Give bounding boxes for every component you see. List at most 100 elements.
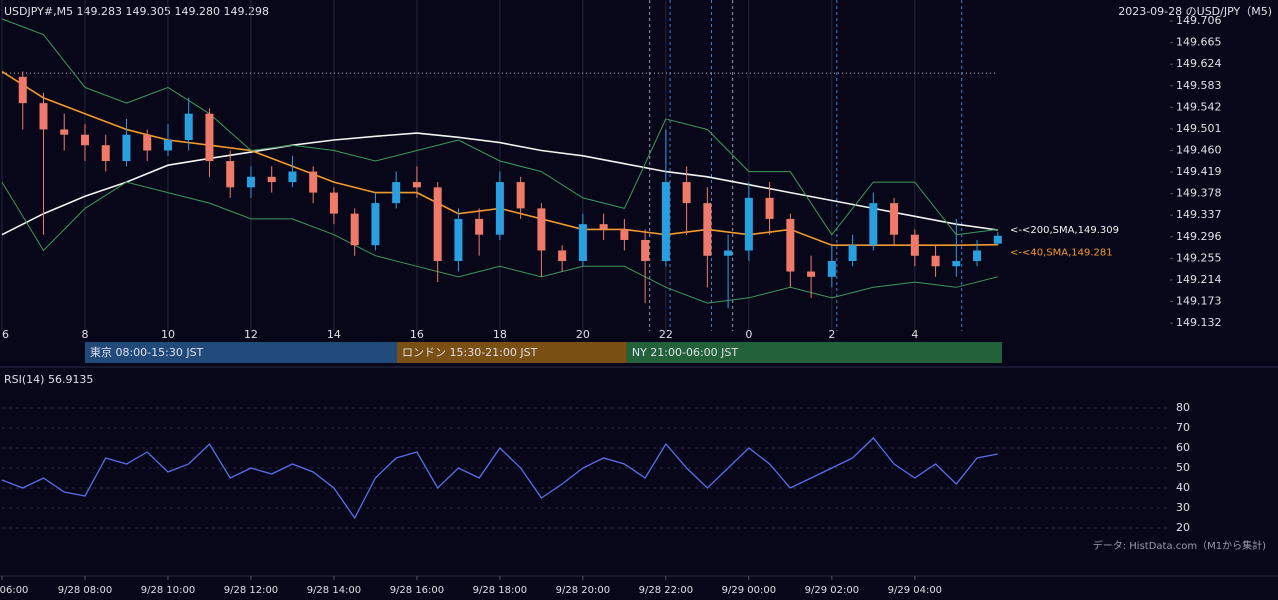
x-tick-label: 14 xyxy=(327,328,341,341)
candle-body xyxy=(101,145,110,162)
session-bar xyxy=(397,342,627,363)
candle-body xyxy=(537,208,546,251)
x-tick-label: 0 xyxy=(745,328,752,341)
y-tick-label: 149.706 xyxy=(1176,14,1222,27)
candle-body xyxy=(703,203,712,256)
candle-body xyxy=(288,171,297,183)
x-tick-label: 4 xyxy=(911,328,918,341)
y-tick-label: 50 xyxy=(1176,461,1190,474)
candle-body xyxy=(267,176,276,183)
candle-body xyxy=(205,113,214,162)
candle-body xyxy=(226,161,235,188)
x-tick-label: 9/29 00:00 xyxy=(722,585,776,596)
x-tick-label: 20 xyxy=(576,328,590,341)
session-bar xyxy=(84,342,398,363)
candle-body xyxy=(495,182,504,235)
candle-body xyxy=(641,239,650,262)
y-tick-label: 149.132 xyxy=(1176,316,1222,329)
candle-body xyxy=(60,129,69,135)
candle-body xyxy=(18,76,27,104)
candle-body xyxy=(931,255,940,267)
x-tick-label: 9/28 22:00 xyxy=(639,585,693,596)
x-tick-label: 9/28 12:00 xyxy=(224,585,278,596)
candle-body xyxy=(350,213,359,246)
indicator-line xyxy=(1,181,998,304)
y-tick-label: 149.501 xyxy=(1176,122,1222,135)
candle-body xyxy=(246,176,255,188)
x-tick-label: 9/28 16:00 xyxy=(390,585,444,596)
candle-body xyxy=(682,182,691,204)
y-tick-label: 30 xyxy=(1176,501,1190,514)
chart-title: USDJPY#,M5 149.283 149.305 149.280 149.2… xyxy=(4,5,269,18)
candle-body xyxy=(993,235,1002,244)
candle-body xyxy=(744,197,753,251)
candle-body xyxy=(910,234,919,256)
x-tick-label: 18 xyxy=(493,328,507,341)
candle-body xyxy=(765,197,774,219)
x-tick-label: 9/28 20:00 xyxy=(556,585,610,596)
y-tick-label: 149.542 xyxy=(1176,100,1222,113)
candle-body xyxy=(392,182,401,204)
y-tick-label: 149.255 xyxy=(1176,251,1222,264)
candle-body xyxy=(184,113,193,140)
y-tick-label: 149.665 xyxy=(1176,36,1222,49)
candle-body xyxy=(412,182,421,188)
y-tick-label: 40 xyxy=(1176,481,1190,494)
x-tick-label: 9/29 02:00 xyxy=(805,585,859,596)
indicator-line xyxy=(1,18,998,236)
y-tick-label: 149.296 xyxy=(1176,230,1222,243)
x-tick-label: 22 xyxy=(659,328,673,341)
y-tick-label: 149.460 xyxy=(1176,144,1222,157)
candle-body xyxy=(952,261,961,267)
candle-body xyxy=(848,245,857,262)
y-tick-label: 80 xyxy=(1176,401,1190,414)
candle-body xyxy=(890,203,899,235)
x-tick-label: 12 xyxy=(244,328,258,341)
candle-body xyxy=(724,250,733,256)
x-tick-label: 2 xyxy=(828,328,835,341)
candle-body xyxy=(807,271,816,277)
candle-body xyxy=(661,182,670,262)
candle-body xyxy=(827,261,836,277)
y-tick-label: 149.583 xyxy=(1176,79,1222,92)
candle-body xyxy=(786,218,795,272)
candle-body xyxy=(329,192,338,214)
session-bar xyxy=(626,342,1002,363)
x-tick-label: 9/28 08:00 xyxy=(58,585,112,596)
source-note: データ: HistData.com（M1から集計) xyxy=(1093,539,1266,552)
candle-body xyxy=(433,187,442,262)
x-tick-label: 9/28 14:00 xyxy=(307,585,361,596)
candle-body xyxy=(309,171,318,193)
x-tick-label: 16 xyxy=(410,328,424,341)
x-tick-label: 10 xyxy=(161,328,175,341)
chart-subtitle: 2023-09-28 のUSD/JPY（M5) xyxy=(1118,5,1272,18)
candle-body xyxy=(371,203,380,246)
candle-body xyxy=(558,250,567,262)
x-tick-label: 9/28 10:00 xyxy=(141,585,195,596)
candle-body xyxy=(80,134,89,146)
x-tick-label: 8 xyxy=(81,328,88,341)
indicator-label: <-<40,SMA,149.281 xyxy=(1010,248,1113,259)
session-label: 東京 08:00-15:30 JST xyxy=(90,345,204,359)
candle-body xyxy=(516,182,525,209)
x-tick-label: 9/29 04:00 xyxy=(888,585,942,596)
y-tick-label: 149.173 xyxy=(1176,295,1222,308)
rsi-title: RSI(14) 56.9135 xyxy=(4,373,93,386)
rsi-line xyxy=(1,437,998,520)
indicator-line xyxy=(1,132,998,236)
candle-body xyxy=(122,134,131,162)
y-tick-label: 60 xyxy=(1176,441,1190,454)
candle-body xyxy=(578,224,587,262)
y-tick-label: 70 xyxy=(1176,421,1190,434)
candle-body xyxy=(620,229,629,240)
indicator-label: <-<200,SMA,149.309 xyxy=(1010,225,1119,236)
y-tick-label: 149.378 xyxy=(1176,187,1222,200)
y-tick-label: 149.214 xyxy=(1176,273,1222,286)
y-tick-label: 149.624 xyxy=(1176,57,1222,70)
candle-body xyxy=(163,139,172,151)
x-tick-label: 9/28 18:00 xyxy=(473,585,527,596)
candle-body xyxy=(454,218,463,262)
y-tick-label: 20 xyxy=(1176,521,1190,534)
